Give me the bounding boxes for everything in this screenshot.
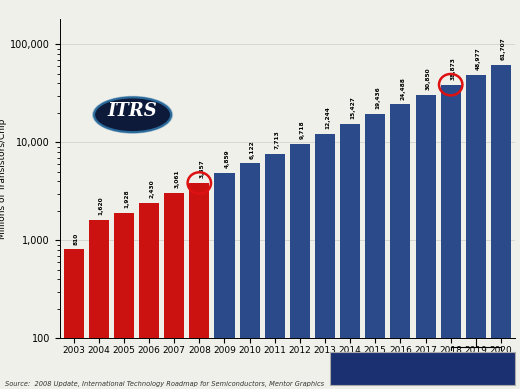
Bar <box>189 183 210 389</box>
Text: 6,122: 6,122 <box>250 140 255 158</box>
Text: 3,857: 3,857 <box>199 159 204 178</box>
Text: ITRS: ITRS <box>108 102 158 121</box>
Y-axis label: Millions of Transistors/Chip: Millions of Transistors/Chip <box>0 119 7 239</box>
Text: Source:  2008 Update, International Technology Roadmap for Semiconductors, Mento: Source: 2008 Update, International Techn… <box>5 381 324 387</box>
Text: Physical Gate Length: Physical Gate Length <box>364 371 481 381</box>
Text: 3,061: 3,061 <box>174 169 179 188</box>
Text: 38,873: 38,873 <box>451 57 456 80</box>
Ellipse shape <box>94 97 171 132</box>
Text: 7,713: 7,713 <box>275 130 280 149</box>
Bar <box>290 144 310 389</box>
Text: 1,620: 1,620 <box>99 196 104 215</box>
Text: 61,707: 61,707 <box>501 37 506 60</box>
Text: 48,977: 48,977 <box>476 47 481 70</box>
Bar <box>139 203 159 389</box>
Text: 4,859: 4,859 <box>225 150 229 168</box>
Ellipse shape <box>92 96 173 134</box>
Text: 24,488: 24,488 <box>400 77 406 100</box>
Bar <box>415 95 436 389</box>
Text: 30,850: 30,850 <box>425 67 431 90</box>
Bar <box>164 193 184 389</box>
Text: 12,244: 12,244 <box>325 106 330 129</box>
Text: 19,436: 19,436 <box>375 87 380 109</box>
Bar <box>466 75 486 389</box>
Bar <box>440 85 461 389</box>
Bar <box>214 173 235 389</box>
Bar <box>491 65 511 389</box>
Bar <box>340 124 360 389</box>
Bar <box>89 220 109 389</box>
Bar <box>265 154 285 389</box>
Text: 1,928: 1,928 <box>124 189 129 208</box>
Bar <box>240 163 259 389</box>
Text: 2,430: 2,430 <box>149 179 154 198</box>
Text: 11.7 nm: 11.7 nm <box>399 357 446 368</box>
Text: 810: 810 <box>74 232 79 245</box>
Bar <box>365 114 385 389</box>
Bar <box>63 249 84 389</box>
Bar <box>391 104 410 389</box>
Bar <box>315 134 335 389</box>
Text: 15,427: 15,427 <box>350 96 355 119</box>
Text: 9,718: 9,718 <box>300 120 305 139</box>
Bar <box>114 212 134 389</box>
